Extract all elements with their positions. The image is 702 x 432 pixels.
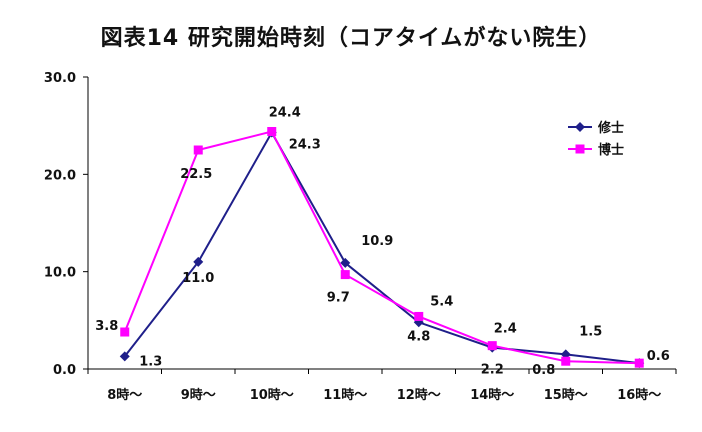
- data-point-diamond: [340, 257, 351, 268]
- data-point-diamond: [119, 351, 130, 362]
- data-point-square: [634, 358, 644, 368]
- data-point-square: [193, 145, 203, 155]
- x-tick-label: 11時～: [323, 387, 367, 403]
- data-point-square: [487, 341, 497, 351]
- data-label: 2.4: [494, 322, 517, 337]
- data-label: 0.6: [647, 349, 670, 364]
- series-line-2: [123, 130, 640, 365]
- data-label: 0.8: [532, 363, 555, 378]
- x-tick-label: 10時～: [250, 387, 294, 403]
- data-label: 24.4: [269, 106, 301, 121]
- y-tick-label: 0.0: [53, 363, 76, 378]
- data-point-square: [267, 127, 277, 137]
- data-label: 5.4: [430, 294, 453, 309]
- legend-marker-square: [575, 144, 585, 154]
- y-tick-label: 30.0: [44, 71, 76, 86]
- data-point-square: [340, 270, 350, 280]
- x-tick-label: 8時～: [107, 387, 142, 403]
- data-point-diamond: [193, 256, 204, 267]
- chart-title: 図表14 研究開始時刻（コアタイムがない院生）: [100, 26, 602, 51]
- data-point-square: [120, 327, 130, 337]
- legend-label-1: 修士: [597, 120, 624, 136]
- data-label: 10.9: [361, 234, 393, 249]
- x-tick-label: 14時～: [470, 387, 514, 403]
- data-label: 22.5: [180, 167, 212, 182]
- x-tick-label: 16時～: [617, 387, 661, 403]
- x-tick-label: 9時～: [181, 387, 216, 403]
- data-label: 1.5: [579, 324, 602, 339]
- series-line-1: [123, 130, 640, 365]
- data-point-square: [414, 311, 424, 321]
- data-label: 1.3: [139, 354, 162, 369]
- legend-label-2: 博士: [598, 142, 624, 158]
- x-tick-label: 15時～: [544, 387, 588, 403]
- data-label: 9.7: [327, 291, 350, 306]
- data-label: 24.3: [289, 137, 321, 152]
- legend-marker-diamond: [575, 122, 585, 132]
- data-label: 4.8: [407, 329, 430, 344]
- data-label: 11.0: [182, 271, 214, 286]
- data-label: 3.8: [95, 319, 118, 334]
- y-tick-label: 10.0: [44, 266, 76, 281]
- data-point-square: [561, 356, 571, 366]
- x-tick-label: 12時～: [397, 387, 441, 403]
- y-tick-label: 20.0: [44, 168, 76, 183]
- data-label: 2.2: [481, 363, 504, 378]
